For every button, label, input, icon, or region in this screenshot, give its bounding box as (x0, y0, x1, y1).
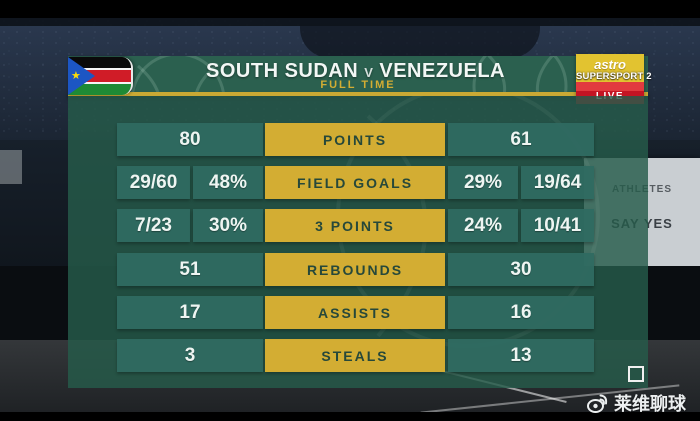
left-signage-blur (0, 150, 22, 184)
versus-label: V (364, 65, 374, 80)
home-made-attempts: 29/60 (117, 166, 190, 199)
weibo-watermark: 莱维聊球 (586, 390, 686, 416)
flag-stripe-black (68, 57, 131, 68)
weibo-icon (587, 394, 608, 413)
home-team-name: SOUTH SUDAN (206, 60, 359, 82)
home-made-attempts: 7/23 (117, 209, 190, 242)
letterbox-top (0, 0, 700, 18)
stat-row-points: 80 POINTS 61 (68, 123, 648, 156)
stat-label: 3 POINTS (265, 209, 445, 242)
home-percentage: 30% (193, 209, 263, 242)
stat-label: FIELD GOALS (265, 166, 445, 199)
channel-name: SUPERSPORT 2 (576, 71, 652, 82)
away-percentage: 29% (448, 166, 518, 199)
home-value: 3 (117, 339, 263, 372)
away-percentage: 24% (448, 209, 518, 242)
letterbox-bottom (0, 412, 700, 421)
stats-table: 80 POINTS 61 29/60 48% FIELD GOALS 29% 1… (68, 96, 648, 388)
south-sudan-flag: ★ (68, 57, 133, 95)
astro-brand: astro (576, 54, 644, 82)
flag-stripe-white (68, 67, 131, 70)
broadcast-square-icon (628, 366, 644, 382)
away-team-name: VENEZUELA (379, 60, 505, 82)
home-percentage: 48% (193, 166, 263, 199)
stat-label: ASSISTS (265, 296, 445, 329)
match-header: SOUTH SUDAN V VENEZUELA FULL TIME (68, 56, 648, 92)
match-status: FULL TIME (320, 79, 396, 91)
home-value: 51 (117, 253, 263, 286)
flag-stripe-green (68, 83, 131, 95)
stat-row-steals: 3 STEALS 13 (68, 339, 648, 372)
gold-divider (68, 92, 648, 96)
stat-label: REBOUNDS (265, 253, 445, 286)
stat-label: STEALS (265, 339, 445, 372)
flag-star-icon: ★ (71, 69, 81, 82)
stat-row-assists: 17 ASSISTS 16 (68, 296, 648, 329)
away-made-attempts: 10/41 (521, 209, 594, 242)
away-value: 13 (448, 339, 594, 372)
stat-row-rebounds: 51 REBOUNDS 30 (68, 253, 648, 286)
watermark-text: 莱维聊球 (614, 394, 686, 414)
away-value: 61 (448, 123, 594, 156)
stat-row-3-points: 7/23 30% 3 POINTS 24% 10/41 (68, 209, 648, 242)
astro-supersport-logo: astro LIVE SUPERSPORT 2 (576, 54, 652, 104)
arena-tunnel (300, 18, 540, 58)
match-title: SOUTH SUDAN V VENEZUELA (138, 60, 573, 83)
flag-stripe-white (68, 81, 131, 84)
away-value: 30 (448, 253, 594, 286)
home-value: 17 (117, 296, 263, 329)
fulltime-stats-panel: SOUTH SUDAN V VENEZUELA FULL TIME ★ astro … (68, 54, 652, 388)
stat-label: POINTS (265, 123, 445, 156)
home-value: 80 (117, 123, 263, 156)
away-made-attempts: 19/64 (521, 166, 594, 199)
away-value: 16 (448, 296, 594, 329)
stat-row-field-goals: 29/60 48% FIELD GOALS 29% 19/64 (68, 166, 648, 199)
